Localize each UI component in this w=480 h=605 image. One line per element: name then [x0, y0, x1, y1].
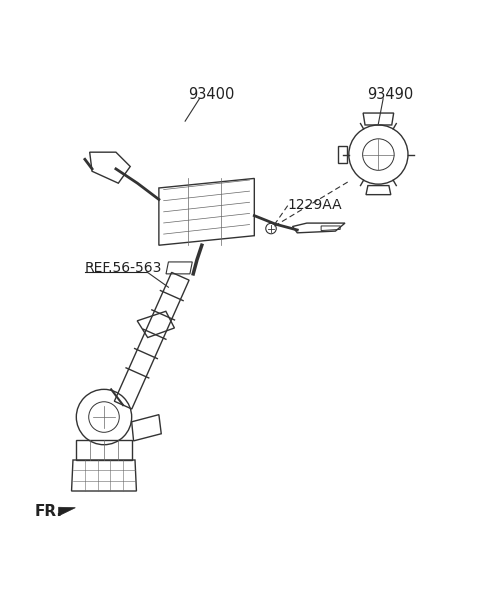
- Polygon shape: [59, 507, 75, 516]
- Text: 93400: 93400: [188, 87, 235, 102]
- Text: FR.: FR.: [35, 503, 63, 518]
- Text: REF.56-563: REF.56-563: [85, 261, 162, 275]
- Text: 93490: 93490: [367, 87, 413, 102]
- Text: 1229AA: 1229AA: [288, 198, 342, 212]
